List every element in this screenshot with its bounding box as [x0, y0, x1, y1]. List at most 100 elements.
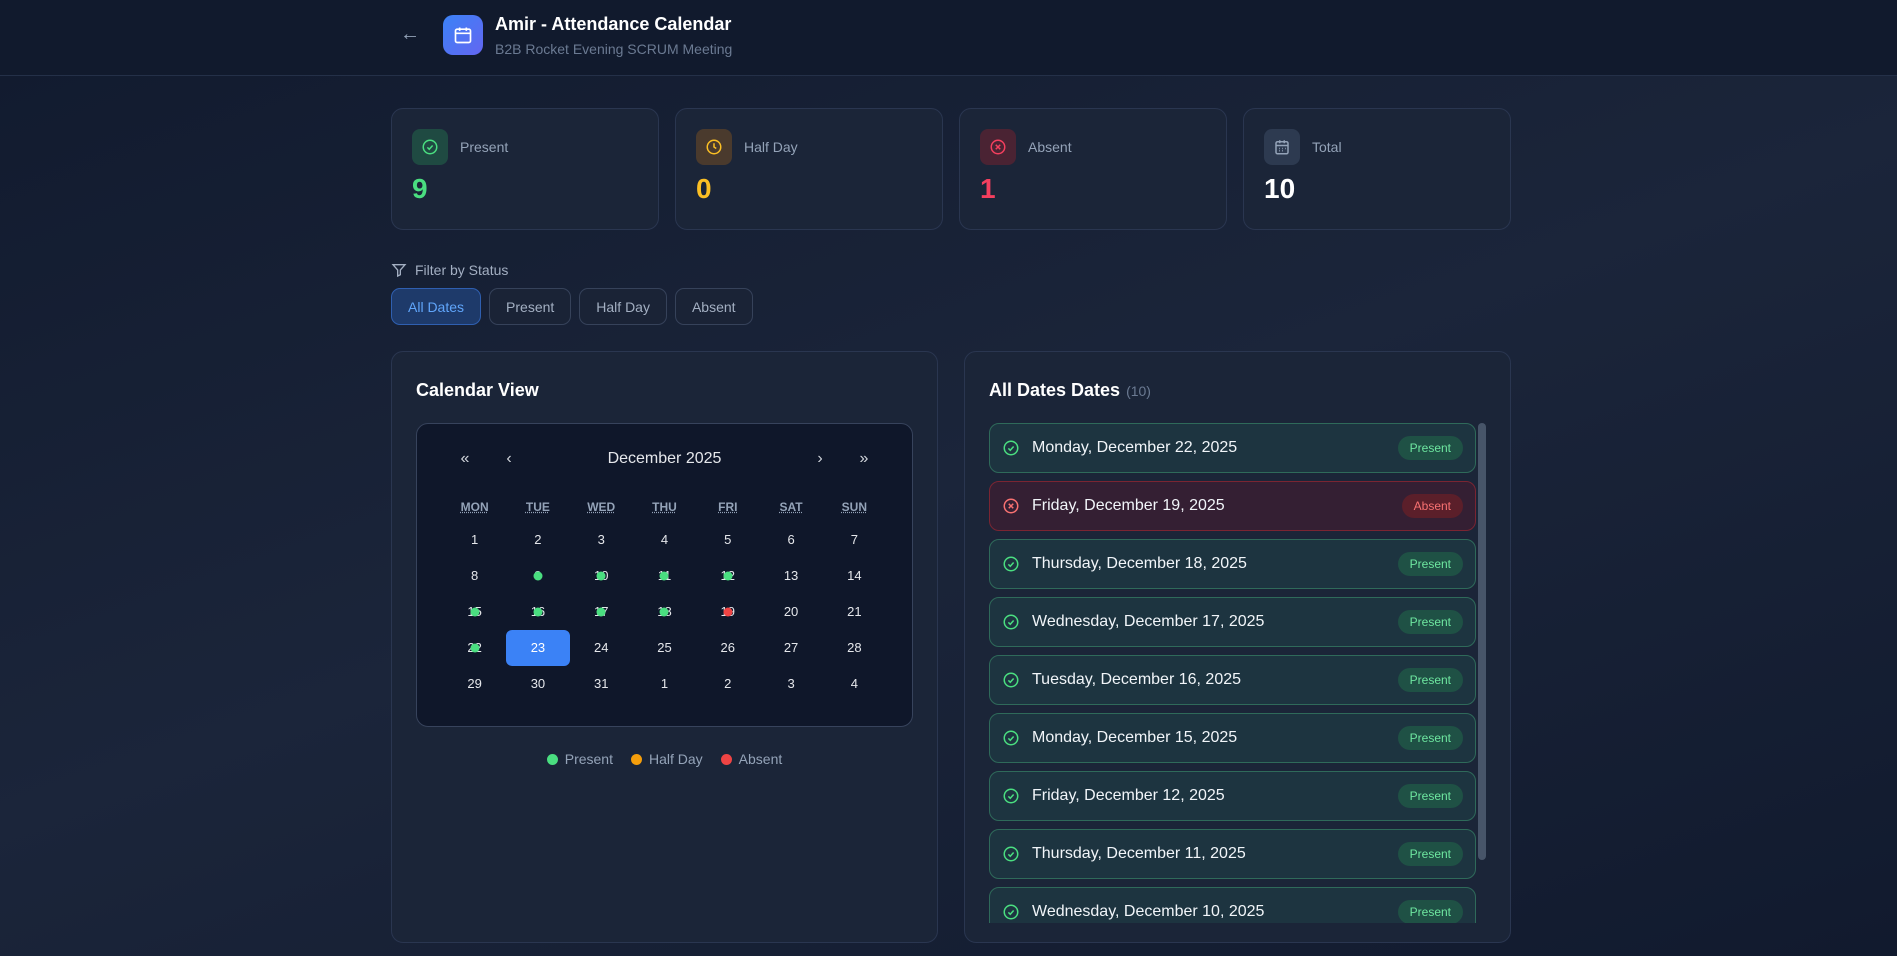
- calendar-day[interactable]: 14: [823, 558, 886, 594]
- attendance-dot-present: [470, 643, 480, 653]
- legend-label: Half Day: [648, 751, 703, 767]
- date-list-item[interactable]: Monday, December 15, 2025 Present: [989, 713, 1476, 763]
- calendar-day[interactable]: 20: [759, 594, 822, 630]
- day-number: 24: [593, 640, 609, 655]
- calendar-day[interactable]: 3: [570, 522, 633, 558]
- calendar-legend: Present Half Day Absent: [416, 751, 913, 767]
- status-badge: Present: [1397, 842, 1463, 866]
- calendar-day[interactable]: 16: [506, 594, 569, 630]
- date-list-item[interactable]: Friday, December 12, 2025 Present: [989, 771, 1476, 821]
- calendar-day[interactable]: 31: [570, 666, 633, 702]
- calendar-day[interactable]: 11: [633, 558, 696, 594]
- attendance-dot-present: [596, 607, 606, 617]
- calendar-day[interactable]: 13: [759, 558, 822, 594]
- day-number: 1: [660, 676, 669, 691]
- date-list-item[interactable]: Tuesday, December 16, 2025 Present: [989, 655, 1476, 705]
- status-badge: Present: [1397, 726, 1463, 750]
- date-list-item[interactable]: Thursday, December 18, 2025 Present: [989, 539, 1476, 589]
- stat-card-present: Present 9: [391, 108, 659, 230]
- calendar-widget: « ‹ December 2025 › » MON TUE WED THU FRI SAT…: [416, 423, 913, 727]
- next-year-button[interactable]: »: [859, 450, 869, 467]
- calendar-day[interactable]: 12: [696, 558, 759, 594]
- attendance-dot-present: [470, 607, 480, 617]
- status-badge: Present: [1397, 668, 1463, 692]
- calendar-icon: [1264, 129, 1300, 165]
- filter-buttons: All Dates Present Half Day Absent: [391, 288, 1511, 325]
- stat-value: 9: [412, 173, 428, 204]
- scrollbar[interactable]: [1478, 423, 1486, 860]
- check-circle-icon: [1002, 729, 1020, 747]
- calendar-day[interactable]: 25: [633, 630, 696, 666]
- check-circle-icon: [412, 129, 448, 165]
- date-list-item[interactable]: Monday, December 22, 2025 Present: [989, 423, 1476, 473]
- check-circle-icon: [1002, 845, 1020, 863]
- calendar-day[interactable]: 18: [633, 594, 696, 630]
- dates-list: Monday, December 22, 2025 Present Friday…: [989, 423, 1486, 923]
- clock-icon: [696, 129, 732, 165]
- calendar-day[interactable]: 28: [823, 630, 886, 666]
- calendar-day[interactable]: 26: [696, 630, 759, 666]
- calendar-day[interactable]: 17: [570, 594, 633, 630]
- weekday-header: SAT: [779, 500, 803, 514]
- page-title: Amir - Attendance Calendar: [495, 14, 732, 34]
- date-list-item[interactable]: Friday, December 19, 2025 Absent: [989, 481, 1476, 531]
- x-circle-icon: [980, 129, 1016, 165]
- day-number: 2: [534, 532, 542, 547]
- day-number: 20: [783, 604, 799, 619]
- next-month-button[interactable]: ›: [817, 450, 823, 467]
- calendar-day[interactable]: 5: [696, 522, 759, 558]
- calendar-day[interactable]: 6: [759, 522, 822, 558]
- prev-year-button[interactable]: «: [460, 450, 470, 467]
- calendar-day[interactable]: 24: [570, 630, 633, 666]
- day-number: 23: [530, 640, 546, 655]
- calendar-day[interactable]: 19: [696, 594, 759, 630]
- legend-label: Present: [564, 751, 613, 767]
- dates-count: (10): [1126, 383, 1151, 399]
- calendar-day[interactable]: 15: [443, 594, 506, 630]
- status-badge: Absent: [1401, 494, 1463, 518]
- filter-absent-button[interactable]: Absent: [674, 288, 753, 325]
- calendar-day[interactable]: 21: [823, 594, 886, 630]
- stat-card-half-day: Half Day 0: [675, 108, 943, 230]
- day-number: 13: [783, 568, 799, 583]
- calendar-day[interactable]: 22: [443, 630, 506, 666]
- filter-present-button[interactable]: Present: [489, 288, 572, 325]
- date-text: Friday, December 19, 2025: [1032, 497, 1225, 514]
- calendar-panel: Calendar View « ‹ December 2025 › » MON T…: [391, 351, 938, 943]
- calendar-day[interactable]: 29: [443, 666, 506, 702]
- attendance-dot-present: [659, 571, 669, 581]
- x-circle-icon: [1002, 497, 1020, 515]
- calendar-day[interactable]: 9: [506, 558, 569, 594]
- date-text: Monday, December 15, 2025: [1032, 729, 1238, 746]
- date-list-item[interactable]: Wednesday, December 10, 2025 Present: [989, 887, 1476, 923]
- date-list-item[interactable]: Wednesday, December 17, 2025 Present: [989, 597, 1476, 647]
- weekday-header: FRI: [718, 500, 738, 514]
- filter-half-day-button[interactable]: Half Day: [579, 288, 667, 325]
- calendar-day[interactable]: 4: [633, 522, 696, 558]
- prev-month-button[interactable]: ‹: [506, 450, 512, 467]
- month-label[interactable]: December 2025: [607, 450, 722, 467]
- legend-label: Absent: [738, 751, 783, 767]
- date-text: Friday, December 12, 2025: [1032, 787, 1225, 804]
- calendar-day[interactable]: 23: [506, 630, 570, 666]
- calendar-day[interactable]: 30: [506, 666, 569, 702]
- back-arrow-icon[interactable]: ←: [400, 23, 420, 45]
- calendar-day[interactable]: 8: [443, 558, 506, 594]
- day-number: 4: [850, 676, 858, 691]
- calendar-day[interactable]: 1: [633, 666, 696, 702]
- filter-label-text: Filter by Status: [415, 262, 509, 278]
- calendar-day[interactable]: 27: [759, 630, 822, 666]
- day-number: 26: [720, 640, 736, 655]
- calendar-day[interactable]: 1: [443, 522, 506, 558]
- calendar-day[interactable]: 4: [823, 666, 886, 702]
- filter-all-dates-button[interactable]: All Dates: [391, 288, 482, 325]
- status-badge: Present: [1397, 610, 1463, 634]
- date-text: Thursday, December 18, 2025: [1032, 555, 1247, 572]
- calendar-day[interactable]: 2: [506, 522, 569, 558]
- calendar-day[interactable]: 2: [696, 666, 759, 702]
- date-list-item[interactable]: Thursday, December 11, 2025 Present: [989, 829, 1476, 879]
- status-badge: Present: [1397, 436, 1463, 460]
- calendar-day[interactable]: 7: [823, 522, 886, 558]
- calendar-day[interactable]: 10: [570, 558, 633, 594]
- calendar-day[interactable]: 3: [759, 666, 822, 702]
